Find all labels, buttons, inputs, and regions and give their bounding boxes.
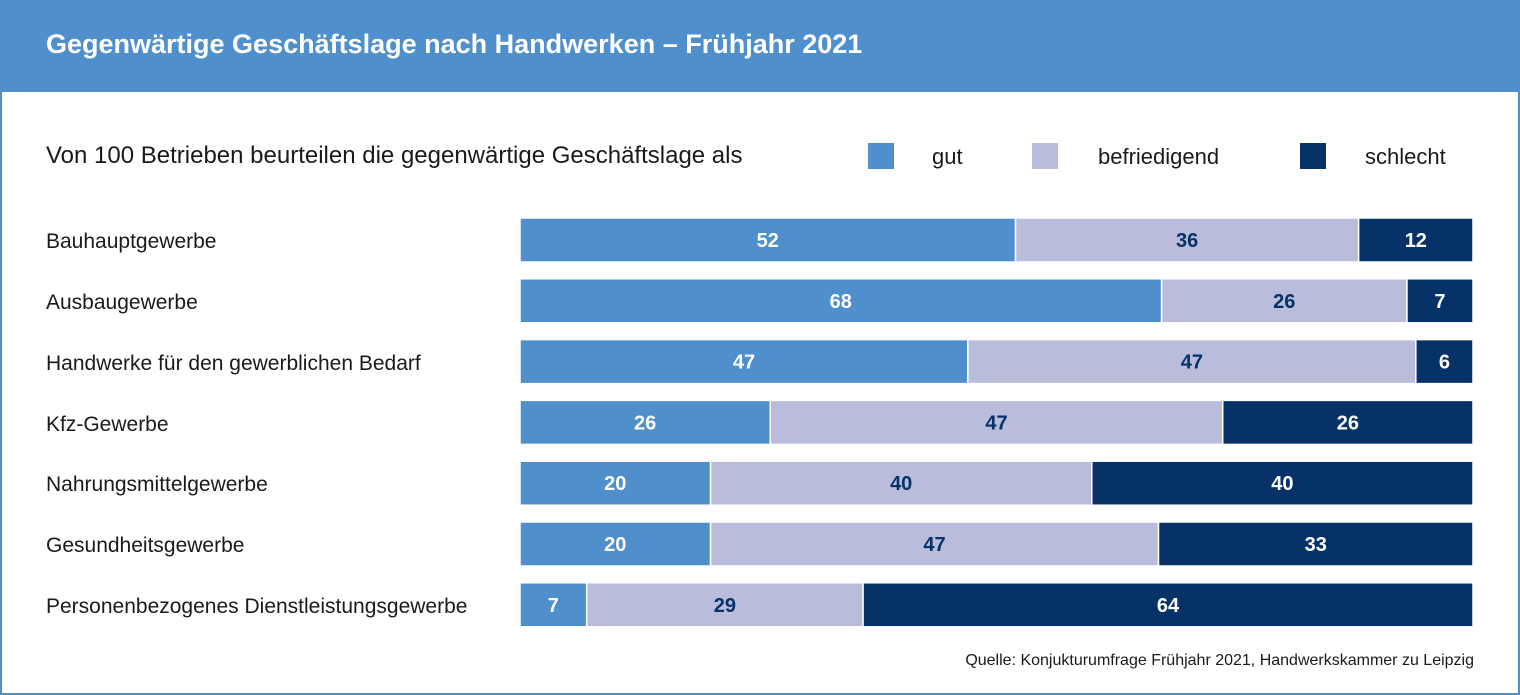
data-label-befriedigend: 47 [1181,352,1203,374]
source-note: Quelle: Konjukturumfrage Frühjahr 2021, … [965,652,1474,669]
legend-swatch-schlecht [1300,143,1326,169]
bar-befriedigend [709,521,1160,567]
row-label: Gesundheitsgewerbe [46,534,245,557]
legend-label-befriedigend: befriedigend [1098,144,1220,169]
legend-swatch-befriedigend [1032,143,1058,169]
bar-schlecht [1357,217,1474,263]
bar-gut [519,521,712,567]
data-label-schlecht: 12 [1405,230,1427,252]
row-label: Ausbaugewerbe [46,291,198,314]
data-label-befriedigend: 47 [985,412,1007,434]
row-label: Bauhauptgewerbe [46,230,217,253]
bar-befriedigend [1014,217,1360,263]
page-title: Gegenwärtige Geschäftslage nach Handwerk… [46,29,863,59]
data-label-gut: 20 [604,473,626,495]
data-label-befriedigend: 29 [714,595,736,617]
bar-gut [519,582,588,628]
row-label: Kfz-Gewerbe [46,413,169,436]
legend-swatch-gut [868,143,894,169]
bar-schlecht [1406,278,1474,324]
data-label-befriedigend: 36 [1176,230,1198,252]
chart-subtitle: Von 100 Betrieben beurteilen die gegenwä… [46,142,743,169]
bar-schlecht [862,582,1474,628]
data-label-gut: 52 [757,230,779,252]
bar-schlecht [1091,460,1474,506]
bar-gut [519,217,1017,263]
bar-gut [519,399,772,446]
data-label-gut: 68 [830,291,852,313]
bar-befriedigend [709,460,1093,506]
header-bar: Gegenwärtige Geschäftslage nach Handwerk… [2,2,1518,92]
bar-schlecht [1157,521,1474,567]
data-label-befriedigend: 26 [1273,291,1295,313]
bar-befriedigend [769,399,1224,446]
bar-gut [519,460,712,506]
legend-label-schlecht: schlecht [1365,144,1446,169]
data-label-schlecht: 7 [1434,291,1445,313]
data-label-schlecht: 64 [1157,595,1180,617]
data-label-schlecht: 33 [1305,534,1327,556]
bar-gut [519,278,1163,324]
data-label-schlecht: 26 [1337,412,1359,434]
data-label-schlecht: 40 [1271,473,1293,495]
row-label: Personenbezogenes Dienstleistungsgewerbe [46,595,468,618]
data-label-schlecht: 6 [1439,352,1450,374]
bar-schlecht [1221,399,1474,446]
data-label-befriedigend: 47 [923,534,945,556]
row-label: Nahrungsmittelgewerbe [46,473,268,496]
bar-befriedigend [1160,278,1408,324]
data-label-befriedigend: 40 [890,473,912,495]
bar-schlecht [1415,338,1474,385]
legend-label-gut: gut [932,144,963,169]
bar-befriedigend [585,582,864,628]
data-label-gut: 47 [733,352,755,374]
data-label-gut: 26 [634,412,656,434]
row-label: Handwerke für den gewerblichen Bedarf [46,352,421,375]
data-label-gut: 7 [548,595,559,617]
data-label-gut: 20 [604,534,626,556]
